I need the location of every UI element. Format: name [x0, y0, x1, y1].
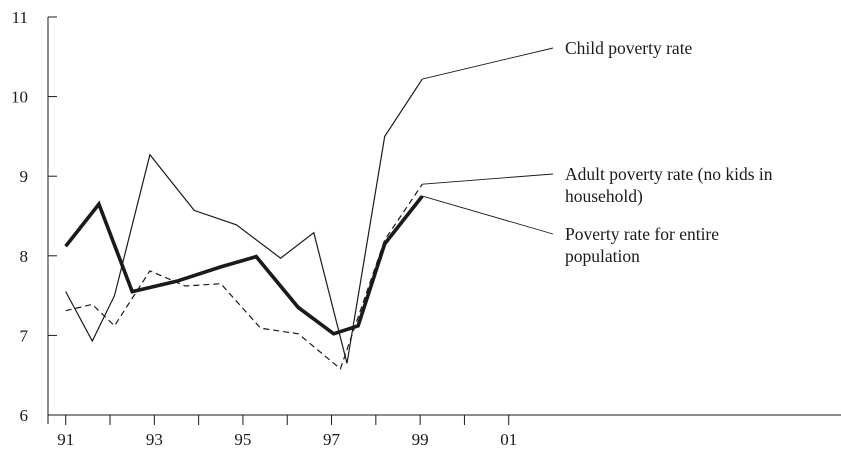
- leader-line-1: [422, 47, 554, 80]
- leader-line-2: [422, 173, 554, 185]
- series-line-1: [65, 78, 423, 364]
- y-tick-label: 6: [20, 406, 29, 425]
- x-tick-label: 01: [500, 430, 517, 449]
- x-tick-label: 99: [412, 430, 429, 449]
- y-tick-label: 10: [11, 88, 28, 107]
- leader-line-3: [422, 195, 554, 235]
- y-tick-label: 8: [20, 247, 29, 266]
- series-label-3: Poverty rate for entire: [565, 224, 719, 244]
- series-label-3: population: [565, 246, 640, 266]
- y-tick-label: 7: [20, 326, 29, 345]
- x-tick-label: 97: [323, 430, 341, 449]
- series-labels: Child poverty rate Adult poverty rate (no…: [422, 38, 773, 266]
- series-lines: [64, 78, 424, 370]
- series-label-1: Child poverty rate: [565, 38, 693, 58]
- axes: 6 7 8 9 10 11 91 93 95 97 99 01: [11, 8, 841, 449]
- series-label-2: household): [565, 186, 643, 206]
- x-tick-label: 95: [234, 430, 251, 449]
- y-tick-label: 11: [12, 8, 28, 27]
- x-tick-label: 93: [146, 430, 163, 449]
- x-tick-label: 91: [57, 430, 74, 449]
- y-tick-label: 9: [20, 167, 29, 186]
- series-line-3: [64, 194, 424, 336]
- series-label-2: Adult poverty rate (no kids in: [565, 164, 773, 184]
